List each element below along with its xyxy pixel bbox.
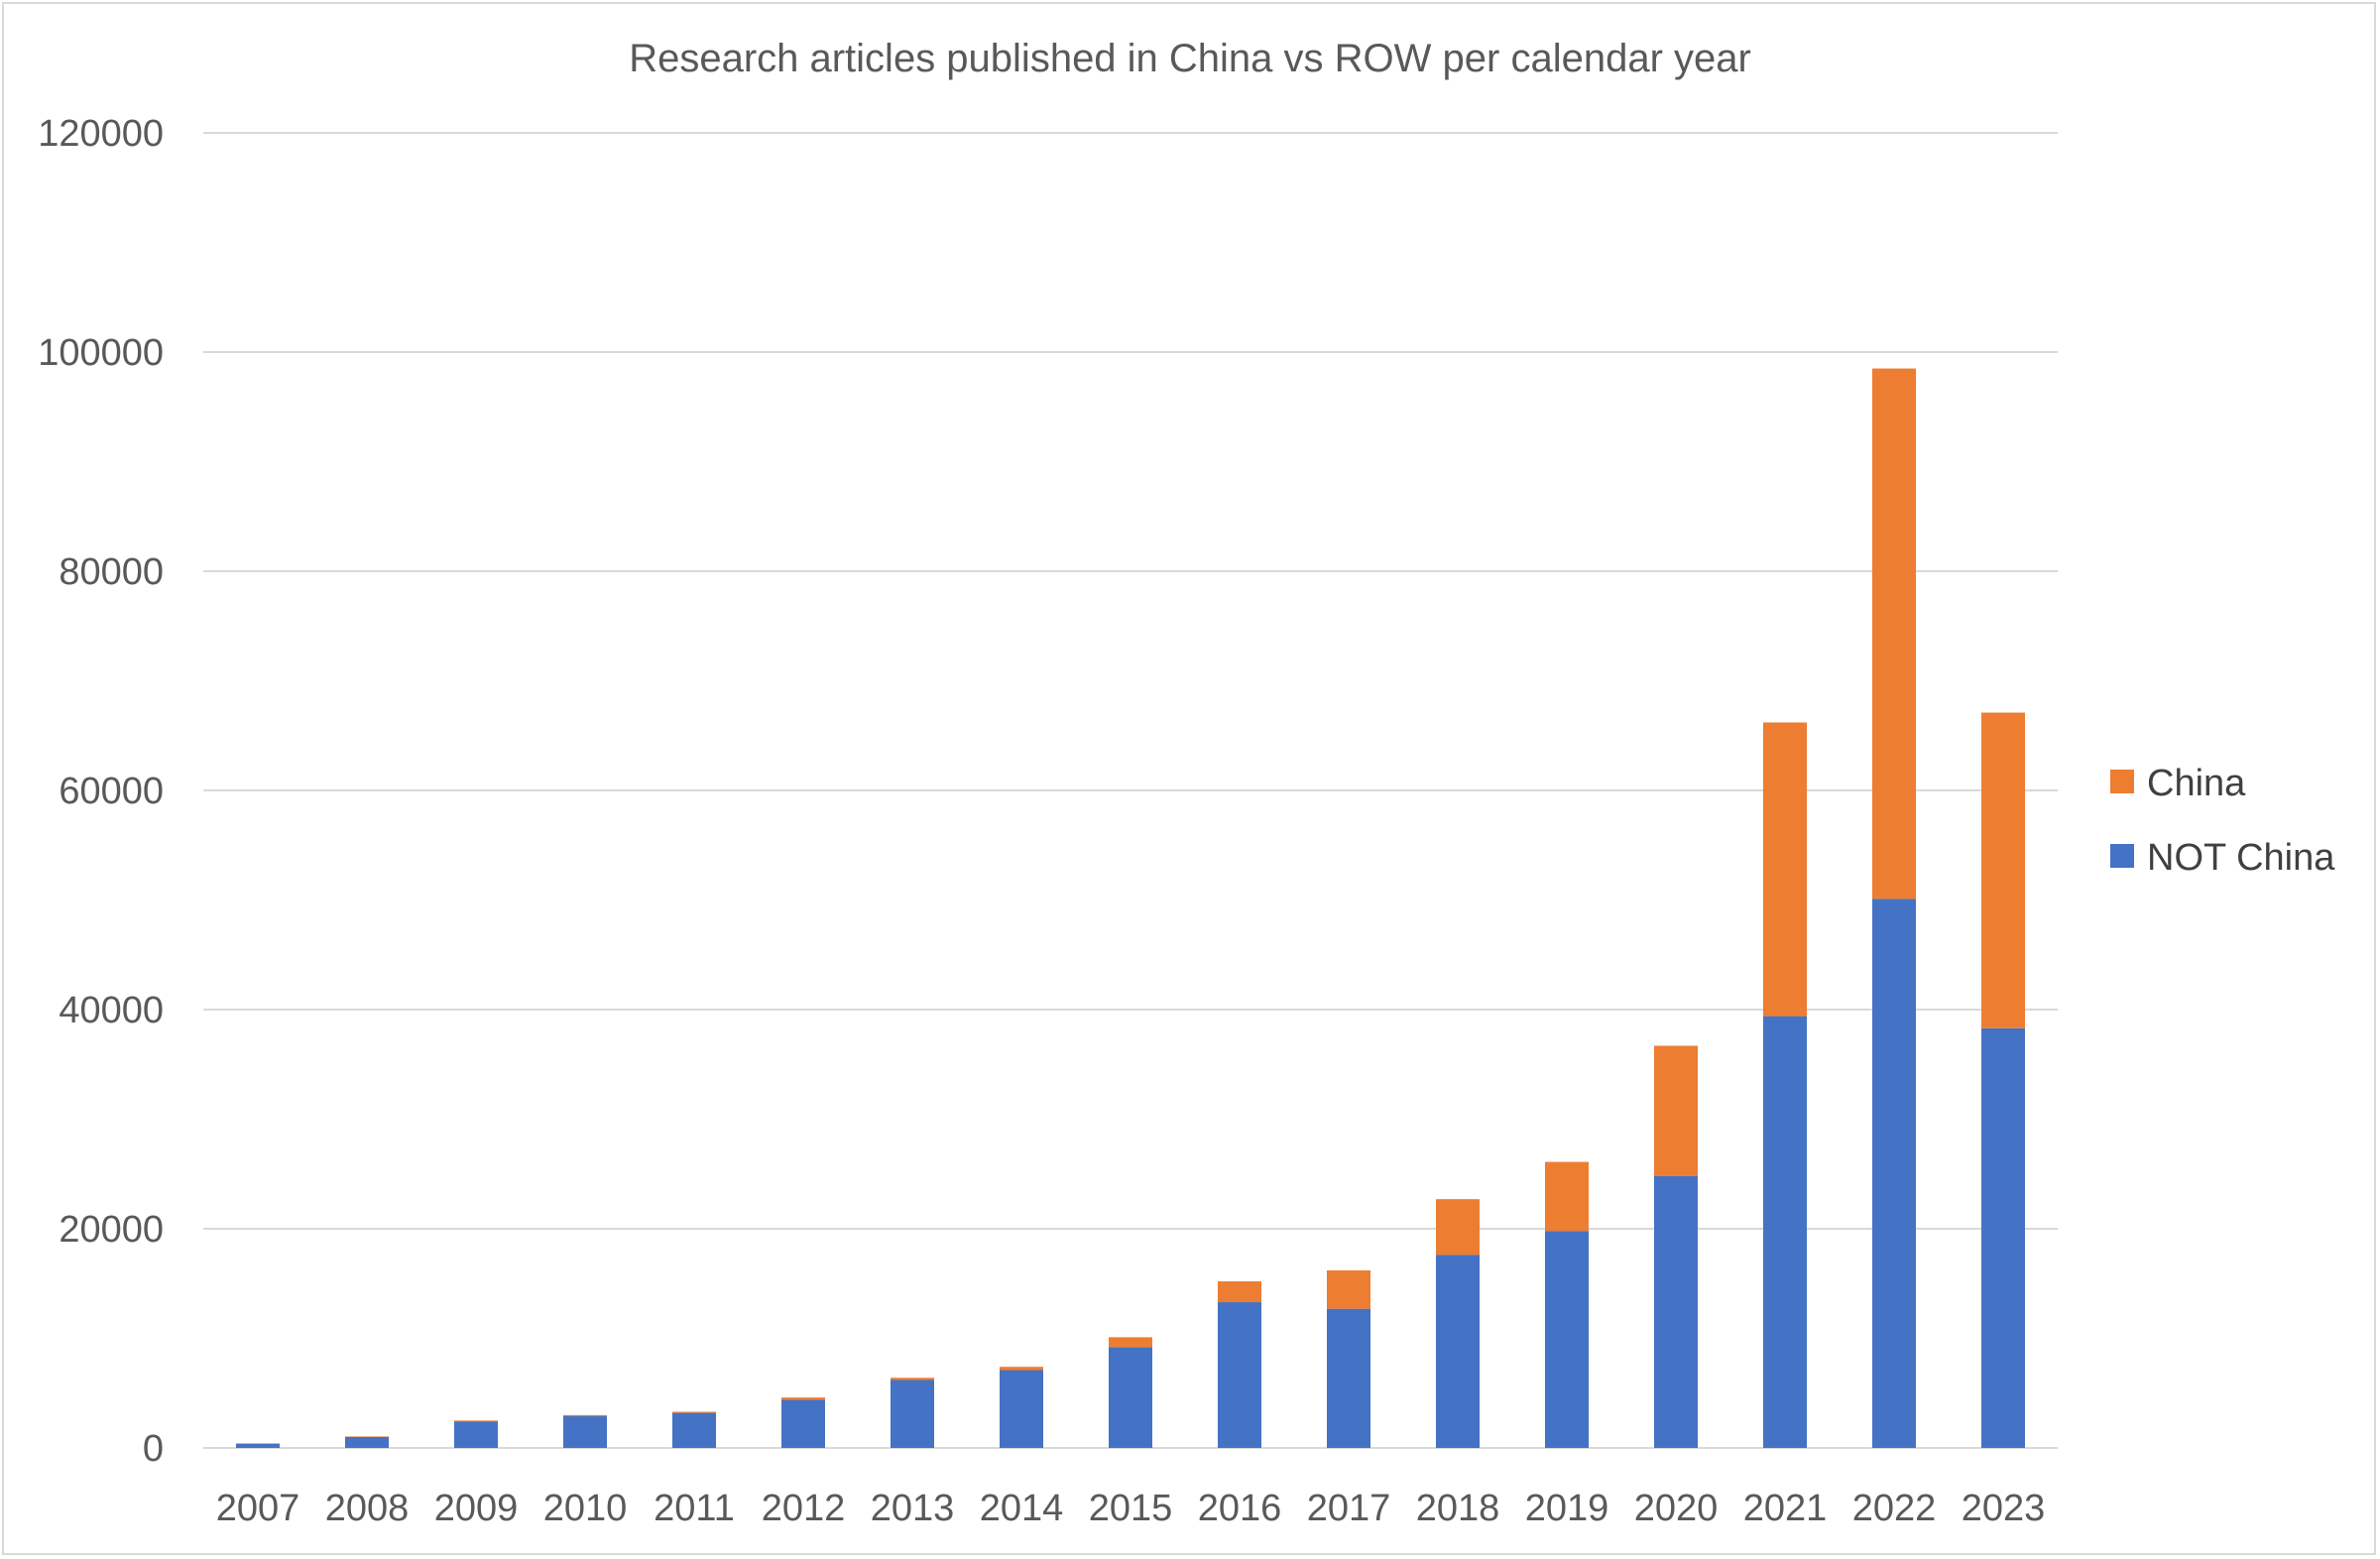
bar-china-2014 [1000,1367,1043,1371]
bar-not-china-2023 [1981,1027,2025,1448]
bar-not-china-2007 [236,1443,280,1448]
x-tick-label: 2010 [543,1488,628,1529]
legend-swatch-not-china [2110,844,2134,868]
bar-not-china-2014 [1000,1370,1043,1448]
bar-not-china-2022 [1872,899,1916,1448]
bar-not-china-2016 [1218,1302,1261,1448]
y-tick-label: 80000 [59,551,164,593]
bar-china-2016 [1218,1281,1261,1303]
bar-china-2008 [345,1436,389,1437]
x-tick-label: 2016 [1198,1488,1282,1529]
bar-china-2015 [1109,1337,1152,1348]
bars [236,368,2025,1448]
legend: China NOT China [2110,763,2335,879]
bar-china-2019 [1545,1161,1589,1232]
bar-china-2022 [1872,368,1916,899]
legend-label-not-china: NOT China [2147,837,2335,879]
x-tick-label: 2011 [654,1488,735,1529]
bar-not-china-2020 [1654,1175,1698,1448]
y-tick-label: 60000 [59,771,164,812]
x-tick-label: 2018 [1416,1488,1500,1529]
bar-china-2011 [672,1411,716,1413]
y-tick-label: 120000 [38,113,164,155]
bar-not-china-2012 [781,1399,825,1448]
x-tick-label: 2014 [980,1488,1064,1529]
bar-china-2010 [563,1414,607,1416]
bar-not-china-2018 [1436,1255,1480,1448]
bar-not-china-2021 [1763,1016,1807,1448]
x-tick-label: 2013 [871,1488,955,1529]
x-tick-label: 2009 [434,1488,519,1529]
bar-china-2018 [1436,1199,1480,1256]
bar-not-china-2008 [345,1436,389,1448]
x-tick-label: 2021 [1743,1488,1828,1529]
bar-china-2017 [1327,1269,1370,1309]
bar-not-china-2019 [1545,1231,1589,1448]
y-tick-label: 20000 [59,1209,164,1251]
gridlines [203,132,2058,1449]
x-tick-label: 2019 [1525,1488,1609,1529]
bar-not-china-2017 [1327,1308,1370,1448]
bar-china-2009 [454,1420,498,1422]
x-tick-label: 2023 [1962,1488,2046,1529]
y-tick-label: 0 [143,1428,164,1470]
y-tick-label: 40000 [59,990,164,1031]
bar-china-2020 [1654,1045,1698,1176]
bar-not-china-2015 [1109,1347,1152,1448]
chart-title: Research articles published in China vs … [629,37,1751,80]
bar-not-china-2009 [454,1421,498,1448]
legend-label-china: China [2147,763,2246,804]
bar-china-2013 [891,1378,934,1380]
y-axis-ticks: 0 20000 40000 60000 80000 100000 120000 [38,113,164,1470]
bar-china-2023 [1981,712,2025,1028]
bar-not-china-2013 [891,1379,934,1448]
bar-not-china-2010 [563,1415,607,1448]
x-tick-label: 2015 [1089,1488,1173,1529]
bar-china-2021 [1763,722,1807,1017]
bar-not-china-2011 [672,1412,716,1448]
x-tick-label: 2017 [1307,1488,1391,1529]
x-tick-label: 2007 [216,1488,300,1529]
bar-china-2012 [781,1397,825,1400]
x-tick-label: 2008 [325,1488,410,1529]
x-tick-label: 2012 [762,1488,846,1529]
x-tick-label: 2020 [1634,1488,1719,1529]
x-tick-label: 2022 [1852,1488,1937,1529]
legend-swatch-china [2110,770,2134,793]
y-tick-label: 100000 [38,332,164,374]
x-axis-ticks: 2007 2008 2009 2010 2011 2012 2013 2014 2015 2016… [216,1488,2046,1529]
